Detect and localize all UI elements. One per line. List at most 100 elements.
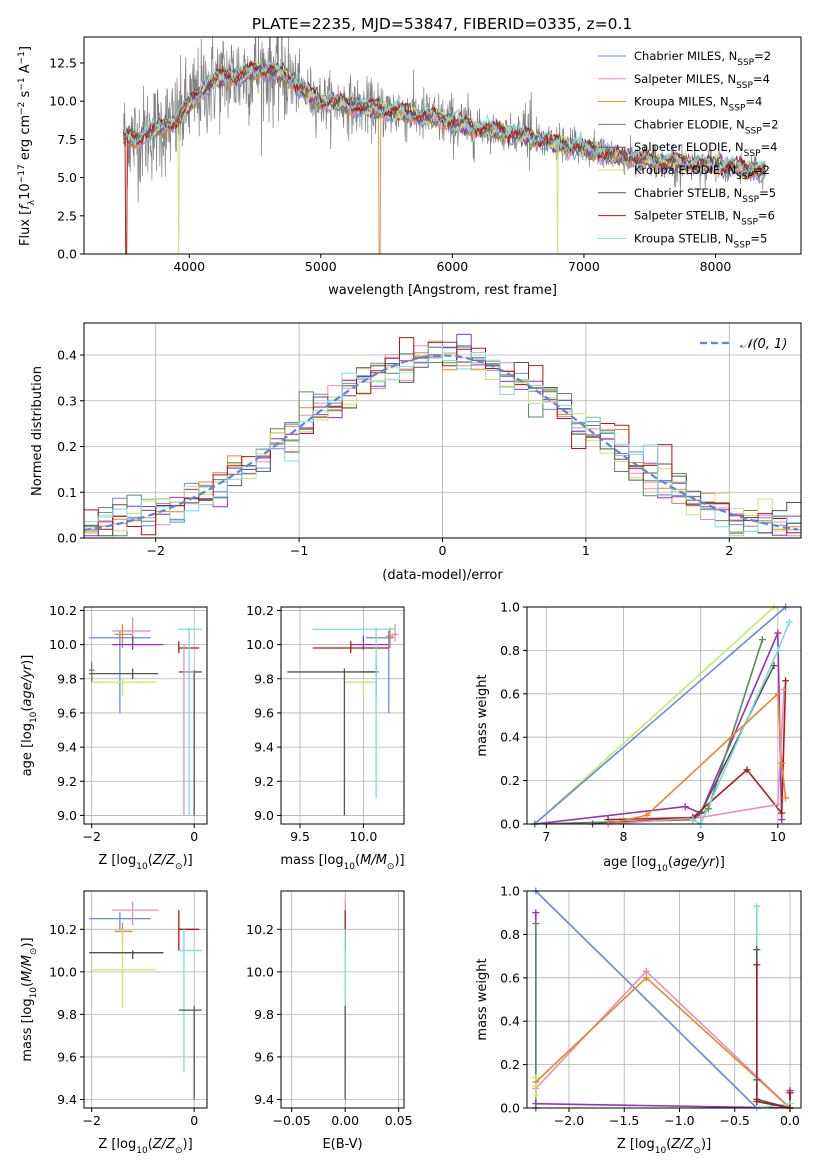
x-tick-label: −1.5 <box>609 1113 639 1128</box>
mass-vs-ebv-panel: −0.05 0.00 0.05 9.4 9.6 9.8 10.0 10.2 E(B-V) <box>246 890 413 1152</box>
gaussian-curve <box>84 354 799 532</box>
weight-point-marker <box>532 920 540 928</box>
weight-point-marker <box>532 1082 540 1090</box>
errorbar-area <box>89 617 202 816</box>
weight-series-line <box>692 621 791 824</box>
y-tick-label: 0.1 <box>57 485 77 500</box>
y-axis-label: Flux [fλ10−17 erg cm−2 s−1 A−1] <box>17 46 37 246</box>
weight-point-marker <box>697 813 705 821</box>
spectrum-panel: 4000 5000 6000 7000 8000 0.0 2.5 5.0 7.5 10.0 12.5… <box>17 36 802 298</box>
weight-point-marker <box>743 766 751 774</box>
y-tick-label: 0.2 <box>57 439 77 454</box>
figure-title: PLATE=2235, MJD=53847, FIBERID=0335, z=0… <box>252 15 633 33</box>
x-tick-label: 8000 <box>700 259 732 274</box>
y-tick-label: 0.4 <box>500 1014 520 1029</box>
histogram-step <box>84 341 801 537</box>
y-axis-label: mass [log10(M/M⊙)] <box>20 937 39 1061</box>
weight-point-marker <box>704 805 712 813</box>
weight-point-marker <box>642 967 650 975</box>
x-axis-label: Z [log10(Z/Z⊙)] <box>98 853 192 872</box>
x-tick-label: 10.0 <box>350 829 378 844</box>
x-tick-label: 9.5 <box>290 829 310 844</box>
weight-point-marker <box>774 629 782 637</box>
histogram-area <box>84 333 801 537</box>
y-tick-label: 0.2 <box>500 773 520 788</box>
y-tick-label: 9.8 <box>254 1007 274 1022</box>
y-axis-label: Normed distribution <box>30 366 45 496</box>
weight-point-marker <box>532 909 540 917</box>
y-tick-label: 10.0 <box>246 964 274 979</box>
mass-weight-vs-Z-panel: −2.0 −1.5 −1.0 −0.5 0.0 0.0 0.2 0.4 0.6 0.8 1.0 Z [… <box>475 884 802 1156</box>
y-tick-label: 9.4 <box>254 1092 274 1107</box>
weight-series-line <box>756 906 791 1108</box>
weight-point-marker <box>780 685 788 693</box>
x-tick-label: 0.05 <box>385 1113 413 1128</box>
x-axis-label: Z [log10(Z/Z⊙)] <box>98 1137 192 1156</box>
axes-frame <box>526 890 802 1109</box>
y-tick-label: 1.0 <box>500 884 520 899</box>
y-tick-label: 9.4 <box>57 1092 77 1107</box>
weight-series-line <box>535 891 758 1108</box>
y-tick-label: 0.6 <box>500 970 520 985</box>
axes-frame <box>280 606 405 825</box>
y-tick-label: 0.4 <box>57 348 77 363</box>
y-tick-label: 9.2 <box>57 774 77 789</box>
weight-series-line <box>756 949 791 1108</box>
weight-point-marker <box>753 946 761 954</box>
axes-frame <box>83 36 802 255</box>
y-tick-label: 0.8 <box>500 927 520 942</box>
y-tick-label: 0.0 <box>500 1101 520 1116</box>
weight-point-marker <box>753 902 761 910</box>
x-tick-label: −0.05 <box>273 1113 311 1128</box>
weight-point-marker <box>774 800 782 808</box>
y-axis-label: age [log10(age/yr)] <box>20 655 39 777</box>
legend-entry: Kroupa ELODIE, NSSP=2 <box>634 163 770 182</box>
y-axis-label: mass weight <box>475 958 490 1040</box>
y-tick-label: 9.4 <box>57 740 77 755</box>
x-tick-label: 4000 <box>173 259 205 274</box>
weight-point-marker <box>689 816 697 824</box>
x-tick-label: −2.0 <box>554 1113 584 1128</box>
y-tick-label: 9.6 <box>254 705 274 720</box>
x-tick-label: −1.0 <box>664 1113 694 1128</box>
weight-point-marker <box>532 1074 540 1082</box>
model-spectrum-line <box>123 60 766 176</box>
spectrum-plot-area <box>123 37 766 254</box>
x-axis-label: age [log10(age/yr)] <box>603 855 725 874</box>
mass-vs-Z-panel: −2 0 9.4 9.6 9.8 10.0 10.2 Z [log10(Z/Z⊙)] mass … <box>20 890 208 1156</box>
axes-frame <box>526 606 802 825</box>
weight-series-line <box>607 689 785 824</box>
y-tick-label: 0.6 <box>500 686 520 701</box>
weight-series-line <box>534 607 787 824</box>
y-tick-label: 9.6 <box>57 705 77 720</box>
errorbar-area <box>287 624 399 816</box>
x-tick-label: −1 <box>290 543 308 558</box>
legend-entry: Salpeter MILES, NSSP=4 <box>634 72 770 91</box>
weight-point-marker <box>786 1089 794 1097</box>
legend-entry: Chabrier STELIB, NSSP=5 <box>634 186 776 205</box>
x-tick-label: 0.00 <box>331 1113 359 1128</box>
x-axis-label: (data-model)/error <box>382 568 503 583</box>
x-tick-label: −0.5 <box>720 1113 750 1128</box>
y-tick-label: 0.0 <box>57 531 77 546</box>
x-tick-label: 7000 <box>568 259 600 274</box>
x-tick-label: −2 <box>146 543 164 558</box>
weight-series-line <box>756 964 791 1108</box>
model-spectrum-line <box>123 61 766 254</box>
x-tick-label: 8 <box>620 829 628 844</box>
weight-point-marker <box>770 662 778 670</box>
legend-entry: Chabrier ELODIE, NSSP=2 <box>634 117 779 136</box>
x-tick-label: 0 <box>439 543 447 558</box>
y-tick-label: 9.0 <box>57 808 77 823</box>
legend-entry: Chabrier MILES, NSSP=2 <box>634 49 771 68</box>
y-tick-label: 9.6 <box>57 1049 77 1064</box>
y-axis-label: mass weight <box>475 674 490 756</box>
x-axis-label: mass [log10(M/M⊙)] <box>280 853 404 872</box>
weight-series-line <box>592 665 775 824</box>
y-tick-label: 1.0 <box>500 600 520 615</box>
x-tick-label: 5000 <box>305 259 337 274</box>
x-axis-label: E(B-V) <box>322 1137 362 1152</box>
y-tick-label: 10.0 <box>49 637 77 652</box>
y-tick-label: 0.4 <box>500 730 520 745</box>
legend-entry: Kroupa MILES, NSSP=4 <box>634 95 762 114</box>
